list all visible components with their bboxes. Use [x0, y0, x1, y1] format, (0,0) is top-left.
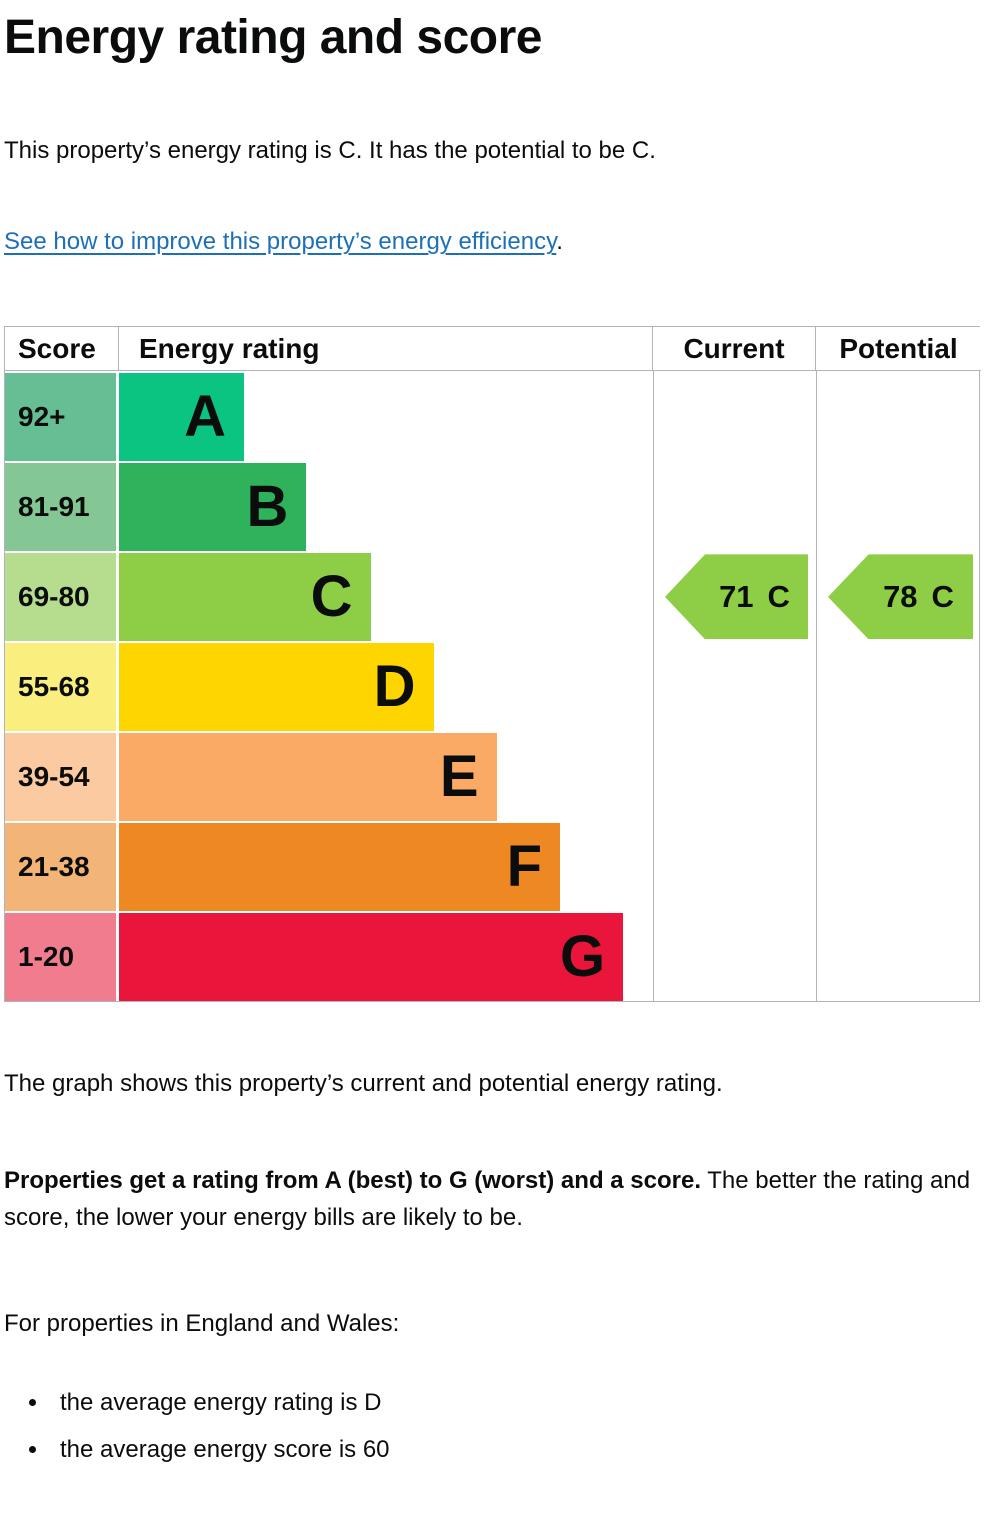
improve-link-line: See how to improve this property’s energ… — [4, 228, 980, 256]
score-range-g: 1-20 — [5, 913, 119, 1002]
col-header-current: Current — [653, 327, 816, 372]
band-letter-a: A — [184, 384, 226, 450]
band-bar-b: B — [119, 463, 307, 552]
score-range-a: 92+ — [5, 373, 119, 462]
potential-letter: C — [931, 578, 954, 614]
col-header-score: Score — [5, 327, 119, 372]
rating-summary-text: This property’s energy rating is C. It h… — [4, 137, 656, 165]
band-row-g: G — [119, 913, 653, 1002]
list-item-average-rating: the average energy rating is D — [50, 1387, 980, 1418]
current-rating-arrow: 71 C — [665, 554, 808, 640]
band-row-c: C — [119, 553, 653, 642]
page-title: Energy rating and score — [4, 11, 543, 64]
band-letter-d: D — [373, 654, 416, 720]
score-range-b: 81-91 — [5, 463, 119, 552]
score-range-c: 69-80 — [5, 553, 119, 642]
band-bar-a: A — [119, 373, 244, 462]
band-bar-e: E — [119, 733, 497, 822]
score-range-e: 39-54 — [5, 733, 119, 822]
region-heading: For properties in England and Wales: — [4, 1309, 400, 1337]
col-header-potential: Potential — [816, 327, 981, 372]
score-range-d: 55-68 — [5, 643, 119, 732]
averages-list: the average energy rating is D the avera… — [4, 1387, 980, 1465]
band-bar-f: F — [119, 823, 561, 912]
band-letter-c: C — [310, 564, 353, 630]
col-header-energy-rating: Energy rating — [119, 327, 653, 372]
current-letter: C — [767, 578, 790, 614]
band-letter-g: G — [559, 924, 606, 990]
band-row-e: E — [119, 733, 653, 822]
potential-rating-column: 78 C — [816, 371, 981, 1002]
link-full-stop: . — [556, 228, 563, 256]
band-bar-c: C — [119, 553, 371, 642]
epc-chart: Score Energy rating Current Potential 92… — [4, 326, 981, 1003]
band-bar-d: D — [119, 643, 434, 732]
rating-explainer-rest: The better the rating and score, the low… — [4, 1166, 971, 1231]
band-row-b: B — [119, 463, 653, 552]
graph-caption: The graph shows this property’s current … — [4, 1070, 723, 1098]
current-rating-column: 71 C — [653, 371, 816, 1002]
current-score: 71 — [719, 578, 754, 614]
rating-explainer: Properties get a rating from A (best) to… — [4, 1162, 980, 1236]
band-row-f: F — [119, 823, 653, 912]
list-item-average-score: the average energy score is 60 — [50, 1434, 980, 1465]
band-row-a: A — [119, 373, 653, 462]
score-range-f: 21-38 — [5, 823, 119, 912]
band-letter-b: B — [246, 474, 289, 540]
potential-score: 78 — [883, 578, 918, 614]
band-row-d: D — [119, 643, 653, 732]
potential-rating-arrow: 78 C — [828, 554, 973, 640]
band-letter-f: F — [506, 834, 543, 900]
band-bar-g: G — [119, 913, 624, 1002]
epc-page: Energy rating and score This property’s … — [4, 10, 981, 1466]
band-letter-e: E — [439, 744, 479, 810]
improve-efficiency-link[interactable]: See how to improve this property’s energ… — [4, 228, 557, 256]
rating-explainer-bold: Properties get a rating from A (best) to… — [4, 1166, 701, 1194]
